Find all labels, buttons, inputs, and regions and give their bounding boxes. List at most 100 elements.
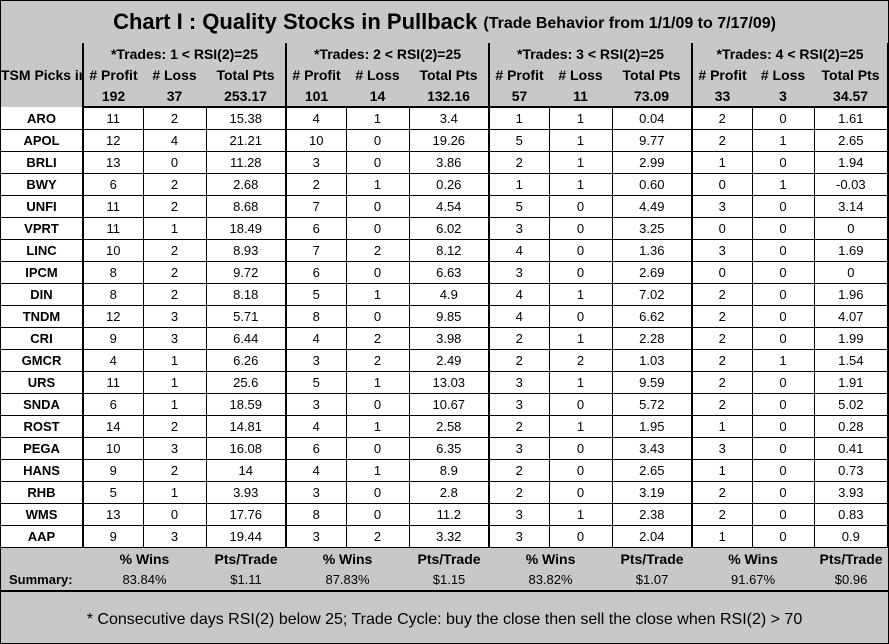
value-cell: 0 xyxy=(346,151,410,174)
value-cell: 8 xyxy=(83,261,144,284)
pts-label: Pts/Trade xyxy=(214,550,278,567)
value-cell: 2 xyxy=(346,239,410,262)
value-cell: 0 xyxy=(752,305,815,328)
value-cell: 0 xyxy=(549,459,613,482)
value-cell: 4 xyxy=(489,283,550,306)
value-cell: 3 xyxy=(143,437,207,460)
column-header: Total Pts xyxy=(814,65,889,85)
value-cell: 1 xyxy=(549,173,613,196)
value-cell: 0.60 xyxy=(612,173,694,196)
value-cell: 2 xyxy=(489,151,550,174)
value-cell: 0 xyxy=(752,107,815,130)
value-cell: 1 xyxy=(549,503,613,526)
table-row: WMS 13 0 17.76 8 0 11.2 3 1 2.38 2 0 0.83 xyxy=(1,503,889,526)
footnote: * Consecutive days RSI(2) below 25; Trad… xyxy=(86,611,803,628)
value-cell: 0 xyxy=(549,393,613,416)
value-cell: 3 xyxy=(286,151,347,174)
value-cell: 21.21 xyxy=(206,129,288,152)
value-cell: 2 xyxy=(489,459,550,482)
value-cell: 2 xyxy=(143,415,207,438)
value-cell: 1 xyxy=(549,283,613,306)
column-header: Total Pts xyxy=(612,65,694,85)
value-cell: 0 xyxy=(346,261,410,284)
picks-header: TSM Picks in June/July 2009 xyxy=(1,43,84,107)
chart-subtitle: (Trade Behavior from 1/1/09 to 7/17/09) xyxy=(483,15,776,32)
value-cell: 3.32 xyxy=(409,525,491,548)
value-cell: 1 xyxy=(346,371,410,394)
wins-label: % Wins xyxy=(728,550,778,567)
value-cell: 0 xyxy=(752,327,815,350)
value-cell: 4 xyxy=(286,459,347,482)
value-cell: 19.26 xyxy=(409,129,491,152)
value-cell: 3 xyxy=(489,371,550,394)
value-cell: 5 xyxy=(489,129,550,152)
value-cell: 7 xyxy=(286,195,347,218)
wins-value: 83.84% xyxy=(83,569,206,592)
value-cell: 3 xyxy=(692,437,753,460)
value-cell: 25.6 xyxy=(206,371,288,394)
value-cell: 0 xyxy=(814,261,889,284)
value-cell: 3.93 xyxy=(206,481,288,504)
value-cell: 2 xyxy=(143,261,207,284)
value-cell: 6.63 xyxy=(409,261,491,284)
header-row-groups: TSM Picks in June/July 2009*Trades: 1 < … xyxy=(1,43,889,107)
value-cell: 11 xyxy=(83,195,144,218)
value-cell: 17.76 xyxy=(206,503,288,526)
value-cell: 1 xyxy=(549,371,613,394)
value-cell: 0 xyxy=(549,525,613,548)
group-header: *Trades: 1 < RSI(2)=25 xyxy=(83,43,288,65)
value-cell: 10 xyxy=(286,129,347,152)
table-row: GMCR 4 1 6.26 3 2 2.49 2 2 1.03 2 1 1.54 xyxy=(1,349,889,372)
value-cell: 5 xyxy=(286,371,347,394)
value-cell: 19.44 xyxy=(206,525,288,548)
summary-labels-row: % Wins Pts/Trade % Wins Pts/Trade % Wins Pts/… xyxy=(1,548,888,570)
value-cell: 3.19 xyxy=(612,481,694,504)
value-cell: 0 xyxy=(143,151,207,174)
value-cell: 1 xyxy=(143,481,207,504)
value-cell: 10 xyxy=(83,239,144,262)
value-cell: -0.03 xyxy=(814,173,889,196)
ticker-cell: WMS xyxy=(1,503,84,526)
value-cell: 2 xyxy=(489,327,550,350)
value-cell: 8.9 xyxy=(409,459,491,482)
value-cell: 10 xyxy=(83,437,144,460)
value-cell: 6 xyxy=(286,217,347,240)
value-cell: 3 xyxy=(143,305,207,328)
value-cell: 1 xyxy=(346,173,410,196)
value-cell: 8 xyxy=(286,503,347,526)
value-cell: 3 xyxy=(489,393,550,416)
value-cell: 2.38 xyxy=(612,503,694,526)
value-cell: 0.9 xyxy=(814,525,889,548)
table-row: PEGA 10 3 16.08 6 0 6.35 3 0 3.43 3 0 0.41 xyxy=(1,437,889,460)
value-cell: 3 xyxy=(489,503,550,526)
value-cell: 0 xyxy=(549,481,613,504)
ticker-cell: PEGA xyxy=(1,437,84,460)
header-row-columns: # Profit # Loss Total Pts # Profit # Loss Tot… xyxy=(1,65,889,85)
value-cell: 9.85 xyxy=(409,305,491,328)
value-cell: 0 xyxy=(346,305,410,328)
column-header: Total Pts xyxy=(206,65,288,85)
value-cell: 0 xyxy=(692,217,753,240)
value-cell: 6.35 xyxy=(409,437,491,460)
value-cell: 8.12 xyxy=(409,239,491,262)
ticker-cell: BRLI xyxy=(1,151,84,174)
value-cell: 1.54 xyxy=(814,349,889,372)
value-cell: 3.98 xyxy=(409,327,491,350)
ticker-cell: CRI xyxy=(1,327,84,350)
value-cell: 4 xyxy=(143,129,207,152)
value-cell: 1 xyxy=(752,349,815,372)
value-cell: 9.77 xyxy=(612,129,694,152)
value-cell: 11.28 xyxy=(206,151,288,174)
value-cell: 2 xyxy=(692,283,753,306)
value-cell: 12 xyxy=(83,129,144,152)
value-cell: 4.54 xyxy=(409,195,491,218)
group-total: 101 xyxy=(286,85,347,108)
value-cell: 3 xyxy=(489,217,550,240)
value-cell: 0 xyxy=(549,217,613,240)
value-cell: 1.91 xyxy=(814,371,889,394)
value-cell: 2 xyxy=(346,525,410,548)
group-total: 132.16 xyxy=(409,85,491,108)
value-cell: 8.93 xyxy=(206,239,288,262)
value-cell: 2.69 xyxy=(612,261,694,284)
value-cell: 7 xyxy=(286,239,347,262)
